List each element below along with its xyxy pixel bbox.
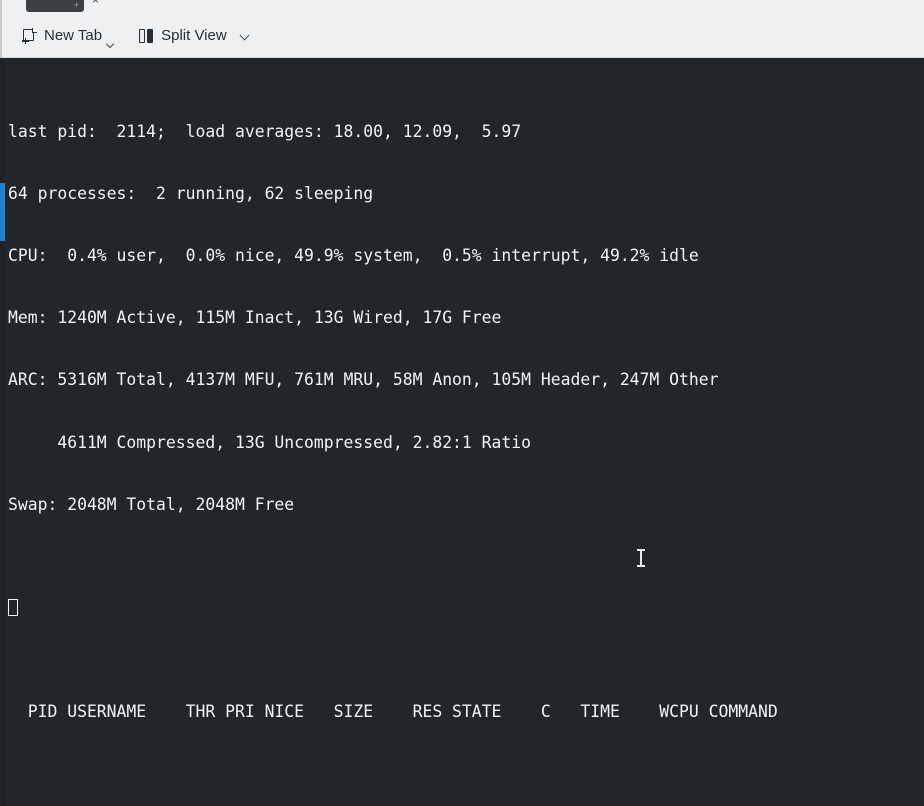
terminal-cursor-line <box>8 598 924 619</box>
toolbar-left-edge <box>0 14 2 58</box>
chevron-down-icon[interactable] <box>241 31 250 40</box>
terminal-view[interactable]: last pid: 2114; load averages: 18.00, 12… <box>0 58 924 806</box>
tab-add-icon[interactable]: + <box>73 0 79 10</box>
tab-strip: + × <box>0 0 924 14</box>
new-tab-icon <box>22 27 37 44</box>
terminal-tab[interactable]: + <box>26 0 84 12</box>
terminal-output[interactable]: last pid: 2114; load averages: 18.00, 12… <box>5 58 924 806</box>
split-view-label: Split View <box>161 27 227 44</box>
split-view-icon <box>139 28 154 43</box>
top-header-line: 64 processes: 2 running, 62 sleeping <box>8 184 374 204</box>
toolbar: New Tab Split View <box>0 14 924 58</box>
new-tab-label: New Tab <box>44 27 103 44</box>
top-header-line: Swap: 2048M Total, 2048M Free <box>8 494 295 514</box>
new-tab-button[interactable]: New Tab <box>16 21 121 51</box>
scrollbar-thumb[interactable] <box>0 183 5 241</box>
top-header-line: ARC: 5316M Total, 4137M MFU, 761M MRU, 5… <box>8 370 719 390</box>
chevron-down-icon[interactable] <box>107 40 115 48</box>
top-header-line: Mem: 1240M Active, 115M Inact, 13G Wired… <box>8 308 502 328</box>
top-header-line: last pid: 2114; load averages: 18.00, 12… <box>8 122 522 142</box>
split-view-dropdown[interactable] <box>235 21 256 51</box>
split-view-button[interactable]: Split View <box>133 21 233 51</box>
top-header-line: 4611M Compressed, 13G Uncompressed, 2.82… <box>8 432 532 452</box>
text-cursor <box>8 599 18 617</box>
close-icon[interactable]: × <box>92 0 100 7</box>
window-left-edge <box>0 0 2 14</box>
terminal-scrollbar[interactable] <box>0 58 5 806</box>
process-table-header: PID USERNAME THR PRI NICE SIZE RES STATE… <box>8 701 778 721</box>
top-header-line: CPU: 0.4% user, 0.0% nice, 49.9% system,… <box>8 246 699 266</box>
